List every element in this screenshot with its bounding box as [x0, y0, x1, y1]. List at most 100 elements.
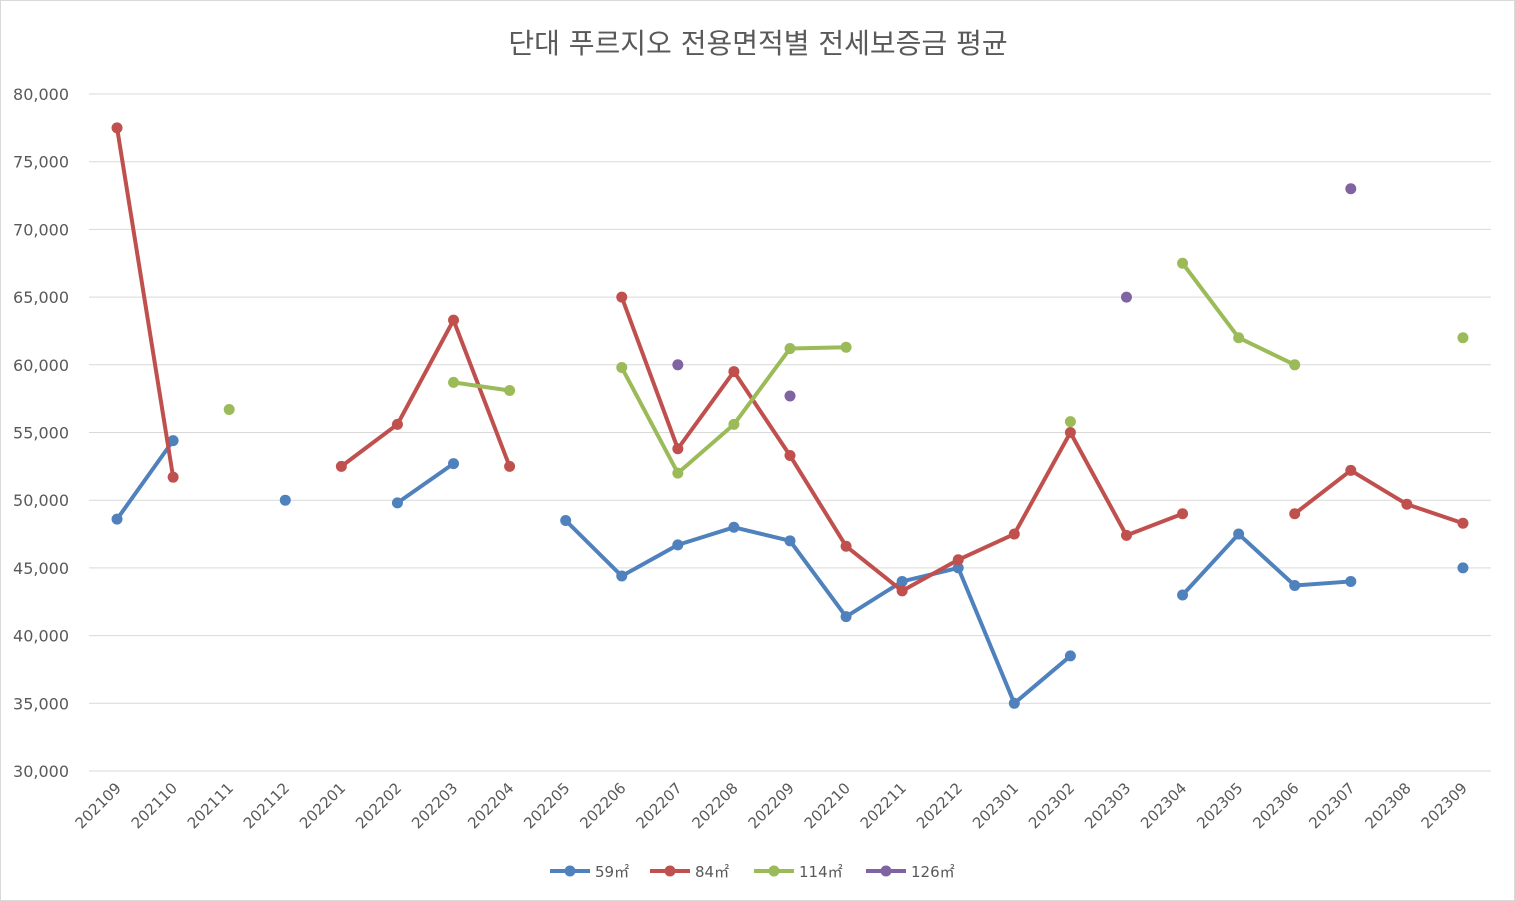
data-point — [1177, 589, 1189, 601]
series-3 — [223, 257, 1469, 479]
chart-title: 단대 푸르지오 전용면적별 전세보증금 평균 — [508, 27, 1007, 60]
x-tick-label: 202302 — [1025, 779, 1078, 832]
data-point — [1345, 464, 1357, 476]
x-tick-label: 202205 — [520, 779, 573, 832]
series-layer — [111, 122, 1469, 709]
data-point — [784, 450, 796, 462]
data-point — [223, 403, 235, 415]
series-line — [115, 125, 176, 480]
data-point — [1064, 427, 1076, 438]
series-line — [619, 295, 1185, 593]
legend-marker — [564, 865, 576, 877]
data-point — [1457, 562, 1469, 574]
x-tick-label: 202202 — [352, 779, 405, 832]
data-point — [616, 362, 628, 374]
legend-marker — [768, 865, 780, 877]
data-point — [448, 314, 460, 326]
data-point — [1064, 416, 1076, 428]
data-point — [896, 585, 908, 597]
y-tick-label: 30,000 — [13, 762, 69, 781]
legend-marker — [880, 865, 892, 877]
legend-item: 126㎡ — [866, 863, 955, 881]
series-line — [1180, 261, 1297, 367]
data-point — [952, 562, 964, 574]
x-tick-label: 202308 — [1361, 779, 1414, 832]
data-point — [952, 554, 964, 566]
x-tick-label: 202112 — [240, 779, 293, 832]
data-point — [1457, 517, 1469, 529]
x-tick-label: 202204 — [464, 779, 517, 832]
data-point — [448, 376, 460, 388]
x-tick-label: 202309 — [1418, 779, 1471, 832]
legend-label: 84㎡ — [695, 863, 729, 881]
y-tick-label: 75,000 — [13, 153, 69, 172]
data-point — [840, 341, 852, 353]
data-point — [1345, 183, 1357, 195]
y-tick-label: 80,000 — [13, 85, 69, 104]
data-point — [672, 443, 684, 455]
x-axis-ticks: 202109 202110 202111 202112 202201 202202 2022… — [72, 779, 1471, 832]
series-1 — [111, 435, 1469, 709]
x-tick-label: 202304 — [1137, 779, 1190, 832]
x-tick-label: 202201 — [296, 779, 349, 832]
data-point — [504, 460, 516, 472]
y-tick-label: 35,000 — [13, 694, 69, 713]
data-point — [167, 435, 179, 447]
data-point — [560, 515, 572, 527]
data-point — [1120, 529, 1132, 541]
series-line — [1292, 468, 1465, 526]
data-point — [391, 418, 403, 430]
data-point — [1233, 332, 1245, 344]
legend: 59㎡ 84㎡ 114㎡ 126㎡ — [550, 863, 955, 881]
data-point — [784, 390, 796, 402]
series-line — [339, 318, 512, 469]
series-line — [451, 380, 512, 393]
data-point — [784, 343, 796, 355]
data-point — [728, 418, 740, 430]
data-point — [279, 494, 291, 506]
x-tick-label: 202210 — [801, 779, 854, 832]
series-2 — [111, 122, 1469, 597]
data-point — [672, 539, 684, 551]
data-point — [1233, 528, 1245, 540]
data-point — [1177, 508, 1189, 520]
y-tick-label: 40,000 — [13, 627, 69, 646]
x-tick-label: 202305 — [1193, 779, 1246, 832]
y-axis-ticks: 30,000 35,000 40,000 45,000 50,000 55,000 60,0… — [13, 85, 69, 781]
y-tick-label: 70,000 — [13, 220, 69, 239]
legend-marker — [664, 865, 676, 877]
x-tick-label: 202111 — [184, 779, 237, 832]
data-point — [840, 540, 852, 552]
y-tick-label: 45,000 — [13, 559, 69, 578]
x-tick-label: 202206 — [576, 779, 629, 832]
data-point — [1289, 580, 1301, 592]
data-point — [111, 122, 123, 134]
data-point — [335, 460, 347, 472]
data-point — [504, 385, 516, 397]
data-point — [1120, 291, 1132, 303]
series-line — [1180, 532, 1353, 597]
y-tick-label: 50,000 — [13, 491, 69, 510]
data-point — [1177, 257, 1189, 269]
grid-layer — [89, 93, 1491, 772]
legend-label: 59㎡ — [595, 863, 629, 881]
x-tick-label: 202110 — [128, 779, 181, 832]
x-tick-label: 202109 — [72, 779, 125, 832]
legend-label: 126㎡ — [911, 863, 955, 881]
data-point — [728, 366, 740, 378]
y-tick-label: 60,000 — [13, 356, 69, 375]
series-line — [395, 461, 456, 505]
data-point — [448, 458, 460, 470]
data-point — [111, 513, 123, 525]
y-tick-label: 55,000 — [13, 424, 69, 443]
legend-item: 84㎡ — [650, 863, 729, 881]
data-point — [1457, 332, 1469, 344]
data-point — [1289, 359, 1301, 371]
data-point — [1345, 575, 1357, 587]
x-tick-label: 202307 — [1305, 779, 1358, 832]
data-point — [167, 471, 179, 483]
series-line — [115, 438, 176, 522]
y-tick-label: 65,000 — [13, 288, 69, 307]
